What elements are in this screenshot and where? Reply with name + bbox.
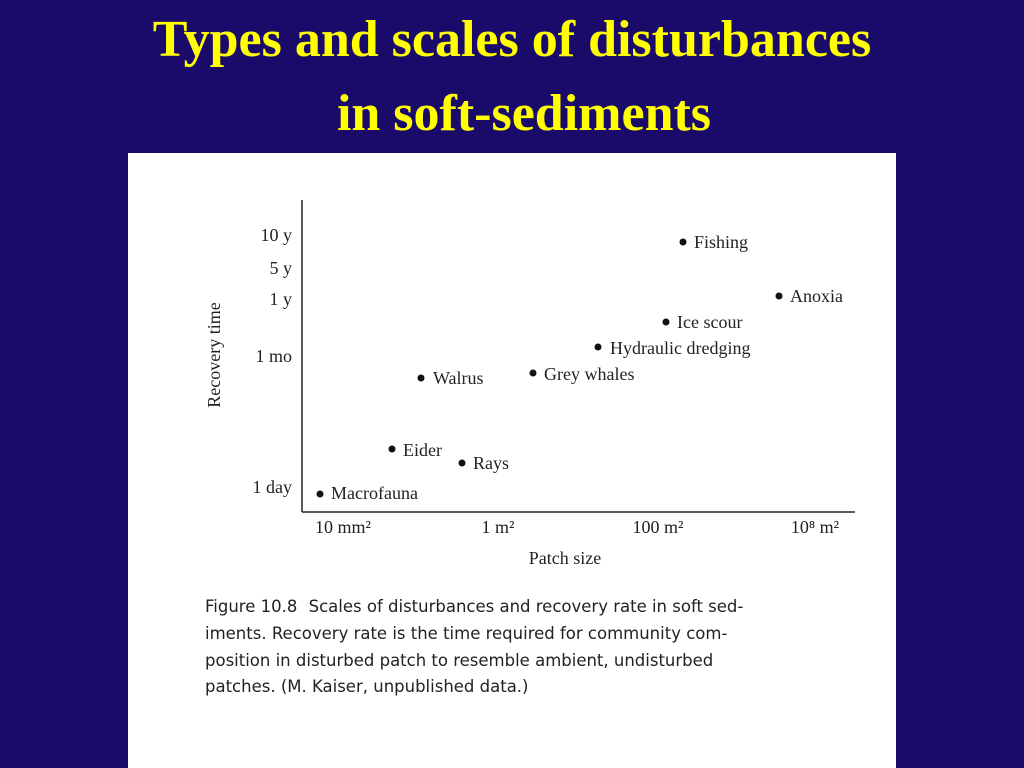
figure-number: Figure 10.8 <box>205 597 297 616</box>
point-label: Hydraulic dredging <box>610 338 750 358</box>
x-tick-label: 100 m² <box>633 517 684 537</box>
x-tick-label: 10⁸ m² <box>791 517 839 537</box>
y-tick-label: 10 y <box>261 225 293 245</box>
figure-panel <box>128 153 896 768</box>
point-dot <box>316 490 324 498</box>
y-tick-label: 5 y <box>270 258 293 278</box>
point-label: Fishing <box>694 232 748 252</box>
x-tick-label: 10 mm² <box>315 517 371 537</box>
y-tick-label: 1 mo <box>255 346 292 366</box>
x-tick-label: 1 m² <box>482 517 515 537</box>
point-label: Anoxia <box>790 286 843 306</box>
y-axis-label: Recovery time <box>204 302 224 407</box>
point-dot <box>594 343 602 351</box>
point-label: Macrofauna <box>331 483 418 503</box>
point-label: Eider <box>403 440 442 460</box>
point-label: Ice scour <box>677 312 742 332</box>
caption-line: Figure 10.8 Scales of disturbances and r… <box>205 597 743 616</box>
slide-title-line: Types and scales of disturbances <box>153 11 871 68</box>
y-tick-label: 1 day <box>253 477 293 497</box>
caption: Figure 10.8 Scales of disturbances and r… <box>205 597 743 696</box>
point-dot <box>458 459 466 467</box>
caption-line: iments. Recovery rate is the time requir… <box>205 624 727 643</box>
point-dot <box>775 292 783 300</box>
caption-text: Scales of disturbances and recovery rate… <box>309 597 744 616</box>
point-label: Grey whales <box>544 364 634 384</box>
caption-line: patches. (M. Kaiser, unpublished data.) <box>205 677 529 696</box>
points: Fishing Anoxia Ice scour Hydraulic dredg… <box>316 232 843 503</box>
caption-line: position in disturbed patch to resemble … <box>205 651 713 670</box>
slide-title-line: in soft-sediments <box>337 85 711 142</box>
point-dot <box>529 369 537 377</box>
y-tick-label: 1 y <box>270 289 293 309</box>
point-dot <box>679 238 687 246</box>
point-label: Walrus <box>433 368 484 388</box>
point-label: Rays <box>473 453 509 473</box>
point-dot <box>417 374 425 382</box>
point-dot <box>662 318 670 326</box>
x-axis-label: Patch size <box>529 548 601 568</box>
point-dot <box>388 445 396 453</box>
